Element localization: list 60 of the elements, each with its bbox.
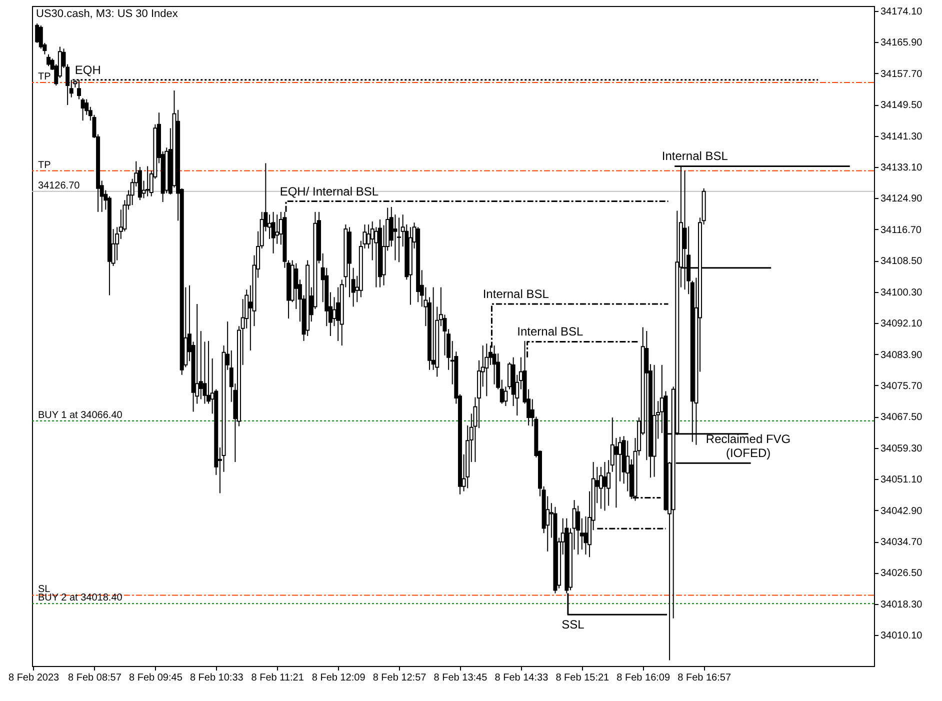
annotation: Internal BSL [517, 324, 584, 339]
x-tick-label: 8 Feb 14:33 [494, 672, 549, 684]
y-tick-label: 34116.70 [880, 224, 922, 236]
candlestick [80, 98, 85, 122]
y-tick-label: 34092.10 [880, 318, 923, 330]
y-tick-label: 34059.30 [880, 443, 923, 454]
y-tick-label: 34034.70 [880, 537, 923, 548]
y-tick-label: 34174.10 [880, 6, 923, 18]
annotation: SSL [562, 618, 585, 632]
y-tick-label: 34083.90 [880, 350, 923, 361]
y-tick-label: 34026.50 [880, 568, 923, 580]
y-tick-label: 34124.90 [880, 194, 923, 205]
y-tick-label: 34100.30 [880, 287, 923, 298]
candlestick [275, 214, 280, 244]
y-tick-label: 34018.30 [880, 599, 923, 610]
candlestick [146, 166, 150, 197]
y-tick-label: 34141.30 [880, 131, 923, 142]
y-tick-label: 34165.90 [880, 38, 923, 49]
annotation: Internal BSL [482, 287, 550, 302]
candlestick [602, 461, 607, 512]
candlestick [614, 438, 618, 508]
y-tick-label: 34149.50 [880, 100, 923, 112]
candlestick [46, 54, 51, 67]
y-tick-label: 34075.70 [880, 380, 923, 392]
y-tick-label: 34042.90 [880, 506, 923, 517]
candlestick [484, 343, 489, 397]
x-tick-label: 8 Feb 12:57 [372, 672, 427, 684]
y-tick-label: 34108.50 [880, 256, 923, 268]
annotation: Internal BSL [662, 149, 728, 164]
x-tick-label: 8 Feb 10:33 [190, 672, 244, 684]
x-tick-label: 8 Feb 16:57 [678, 672, 732, 684]
annotation: Reclaimed FVG (IOFED) [706, 432, 791, 460]
candlestick [584, 516, 588, 555]
y-tick-label: 34067.50 [880, 412, 923, 424]
x-tick-label: 8 Feb 11:21 [251, 672, 304, 684]
annotation: EQH/ Internal BSL [280, 184, 379, 198]
candlestick [336, 286, 340, 342]
candlestick [332, 296, 336, 327]
candlestick [397, 217, 402, 263]
x-tick-label: 8 Feb 16:09 [616, 672, 670, 684]
x-tick-label: 8 Feb 09:45 [129, 672, 183, 684]
y-tick-label: 34133.10 [880, 162, 923, 174]
ref-line-label: 34126.70 [38, 180, 80, 192]
y-tick-label: 34051.10 [880, 474, 923, 486]
y-tick-label: 34010.10 [880, 630, 923, 642]
ref-line-label: TP [38, 72, 52, 83]
y-tick-label: 34157.70 [880, 68, 923, 80]
x-tick-label: 8 Feb 08:57 [68, 672, 122, 684]
ref-line-label: BUY 2 at 34018.40 [38, 592, 123, 604]
x-tick-label: 8 Feb 2023 [8, 672, 60, 684]
annotation: EQH [74, 62, 101, 77]
candlestick [393, 214, 398, 261]
candlestick [271, 211, 276, 254]
chart-title: US30.cash, M3: US 30 Index [36, 8, 178, 20]
ref-line-label: BUY 1 at 34066.40 [38, 410, 123, 421]
candlestick [598, 466, 603, 510]
x-tick-label: 8 Feb 13:45 [434, 672, 488, 684]
ref-line-label: TP [38, 160, 52, 171]
x-tick-label: 8 Feb 15:21 [556, 672, 610, 684]
x-tick-label: 8 Feb 12:09 [312, 672, 366, 684]
